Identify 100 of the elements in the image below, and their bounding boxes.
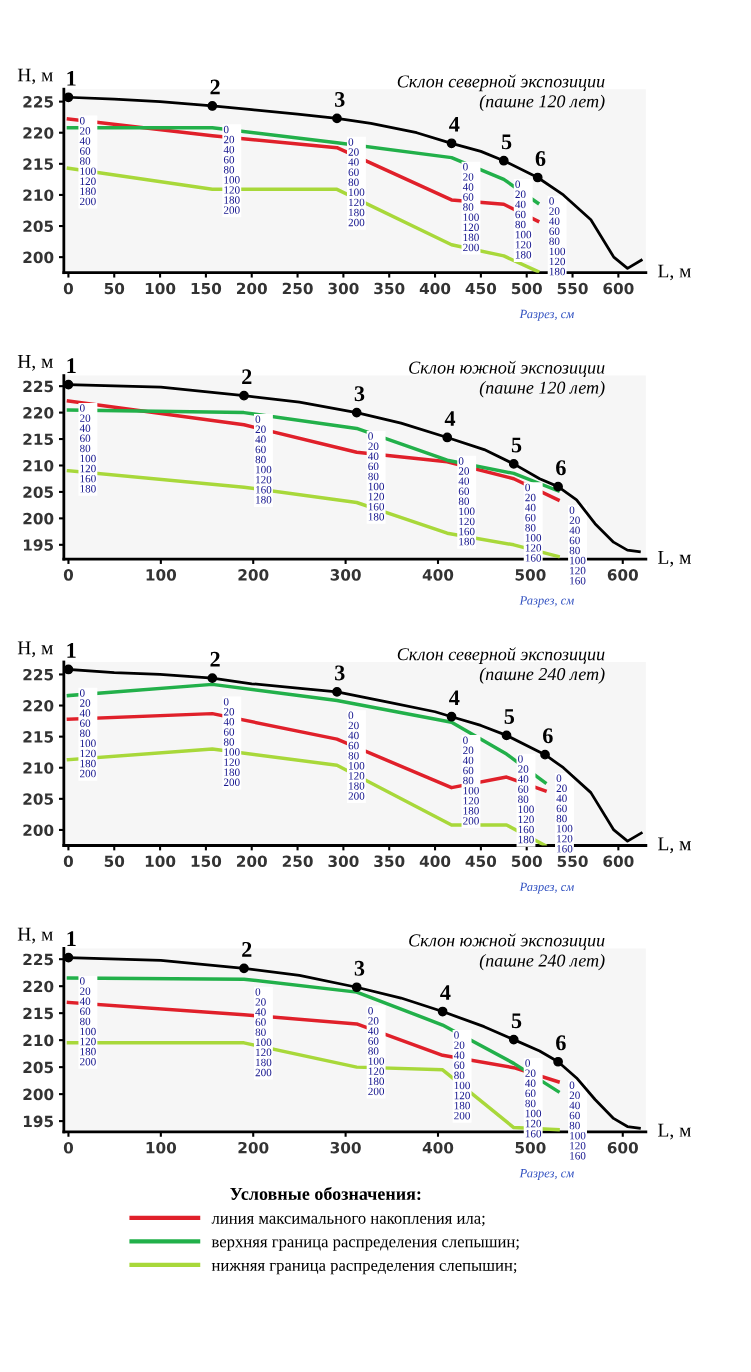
x-tick-label: 300 bbox=[330, 1141, 361, 1154]
annotation: 5 bbox=[501, 134, 512, 150]
y-tick-label: 195 bbox=[23, 539, 54, 551]
x-tick-label: 600 bbox=[607, 1141, 638, 1154]
y-axis-title: H, м bbox=[17, 927, 53, 944]
x-tick-label: 350 bbox=[374, 282, 405, 295]
y-tick-label: 215 bbox=[23, 158, 54, 170]
annotation: 0 20 40 60 80 100 120 180 bbox=[515, 180, 532, 259]
x-tick-label: 50 bbox=[104, 282, 125, 295]
chart-subtitle: (пашне 120 лет) bbox=[479, 94, 605, 112]
text: 0 20 40 60 80 100 120 160 180 bbox=[517, 755, 534, 844]
x-tick-label: 450 bbox=[465, 855, 497, 868]
text: 0 20 40 60 80 100 120 180 200 bbox=[462, 163, 479, 252]
y-tick-label: 215 bbox=[23, 731, 54, 743]
legend-title: Условные обозначения: bbox=[230, 1186, 421, 1201]
annotation: 0 20 40 60 80 100 120 160 bbox=[525, 483, 542, 562]
y-tick-label: 220 bbox=[23, 407, 54, 419]
x-tick-label: 450 bbox=[465, 282, 497, 295]
x-tick-label: 400 bbox=[419, 855, 451, 868]
text: 0 20 40 60 80 100 120 160 180 bbox=[255, 415, 272, 504]
y-tick-label: 205 bbox=[23, 220, 54, 233]
annotation: 0 20 40 60 80 100 120 160 bbox=[569, 1081, 586, 1160]
legend-label: верхняя граница распределения слепышин; bbox=[211, 1239, 519, 1251]
text: 0 20 40 60 80 100 120 160 180 bbox=[458, 457, 475, 546]
x-tick-label: 0 bbox=[63, 282, 73, 295]
text: 0 20 40 60 80 100 120 180 200 bbox=[453, 1031, 470, 1120]
x-axis-title: L, м bbox=[658, 837, 691, 854]
x-axis-title: L, м bbox=[658, 264, 691, 281]
text: 0 20 40 60 80 100 120 180 200 bbox=[79, 117, 96, 206]
text: 0 20 40 60 80 100 120 180 200 bbox=[348, 711, 365, 800]
y-tick-label: 215 bbox=[23, 1007, 54, 1020]
x-tick-label: 50 bbox=[104, 855, 125, 868]
y-tick-label: 220 bbox=[23, 700, 54, 712]
annotation: 5 bbox=[511, 1013, 522, 1029]
x-tick-label: 550 bbox=[557, 855, 588, 868]
annotation: 6 bbox=[556, 460, 566, 476]
text: 0 20 40 60 80 100 120 180 200 bbox=[368, 1007, 385, 1096]
text: 0 20 40 60 80 100 120 160 180 bbox=[79, 404, 96, 493]
text: Разрез, см bbox=[519, 882, 574, 894]
x-tick-label: 100 bbox=[146, 569, 177, 581]
chart-title: Склон северной экспозиции bbox=[397, 74, 605, 92]
y-tick-label: 220 bbox=[23, 127, 54, 139]
annotation: 2 bbox=[242, 369, 252, 384]
x-tick-label: 500 bbox=[511, 855, 542, 868]
annotation: 2 bbox=[242, 941, 252, 957]
y-tick-label: 225 bbox=[23, 953, 54, 966]
x-tick-label: 250 bbox=[282, 282, 313, 295]
x-tick-label: 400 bbox=[422, 1141, 454, 1154]
x-tick-label: 200 bbox=[238, 569, 269, 581]
y-tick-label: 195 bbox=[23, 1115, 54, 1128]
x-tick-label: 0 bbox=[63, 855, 73, 868]
y-tick-label: 210 bbox=[23, 189, 54, 201]
y-tick-label: 200 bbox=[23, 251, 54, 264]
annotation: 4 bbox=[449, 116, 460, 132]
x-tick-label: 100 bbox=[145, 282, 176, 295]
x-tick-label: 150 bbox=[191, 855, 222, 868]
annotation: 3 bbox=[335, 92, 345, 107]
x-tick-label: 200 bbox=[237, 282, 267, 295]
y-axis-title: H, м bbox=[17, 355, 53, 371]
annotation: 3 bbox=[335, 665, 345, 681]
y-tick-label: 200 bbox=[23, 1088, 54, 1101]
y-axis-title: H, м bbox=[17, 641, 53, 658]
chart-subtitle: (пашне 240 лет) bbox=[479, 667, 605, 684]
annotation: 1 bbox=[67, 70, 76, 86]
annotation: 1 bbox=[67, 643, 76, 658]
x-tick-label: 300 bbox=[328, 282, 359, 295]
annotation: 0 20 40 60 80 100 120 160 bbox=[556, 774, 573, 853]
x-tick-label: 400 bbox=[419, 282, 451, 295]
x-tick-label: 300 bbox=[330, 569, 361, 581]
annotation: 6 bbox=[543, 728, 553, 744]
annotation: 3 bbox=[354, 386, 365, 402]
x-tick-label: 200 bbox=[238, 1141, 269, 1154]
y-tick-label: 225 bbox=[23, 380, 54, 393]
x-tick-label: 0 bbox=[63, 1141, 74, 1154]
annotation: 4 bbox=[449, 690, 460, 706]
annotation: 5 bbox=[511, 437, 522, 453]
legend-label: линия максимального накопления ила; bbox=[211, 1215, 485, 1227]
x-tick-label: 200 bbox=[237, 855, 267, 868]
x-tick-label: 600 bbox=[603, 282, 634, 295]
x-tick-label: 500 bbox=[515, 1141, 546, 1154]
chart-subtitle: (пашне 240 лет) bbox=[479, 953, 605, 971]
annotation: 0 20 40 60 80 100 120 160 bbox=[569, 506, 586, 585]
x-tick-label: 0 bbox=[63, 569, 74, 581]
x-tick-label: 600 bbox=[607, 569, 638, 581]
y-tick-label: 200 bbox=[23, 512, 54, 525]
annotation: 1 bbox=[67, 931, 76, 946]
x-axis-title: L, м bbox=[658, 1123, 691, 1140]
y-tick-label: 210 bbox=[23, 1034, 54, 1047]
chart-title: Склон южной экспозиции bbox=[409, 360, 605, 378]
text: 0 20 40 60 80 100 120 160 180 bbox=[368, 432, 385, 521]
annotation: 5 bbox=[504, 709, 515, 724]
y-tick-label: 225 bbox=[23, 668, 54, 681]
x-tick-label: 100 bbox=[146, 1141, 177, 1154]
y-axis-title: H, м bbox=[17, 68, 53, 85]
y-tick-label: 205 bbox=[23, 486, 54, 498]
x-tick-label: 300 bbox=[328, 855, 359, 868]
annotation: 0 20 40 60 80 100 120 160 bbox=[525, 1059, 542, 1138]
text: 0 20 40 60 80 100 120 180 200 bbox=[223, 125, 240, 214]
annotation: 2 bbox=[210, 651, 220, 667]
chart-title: Склон южной экспозиции bbox=[409, 933, 605, 950]
